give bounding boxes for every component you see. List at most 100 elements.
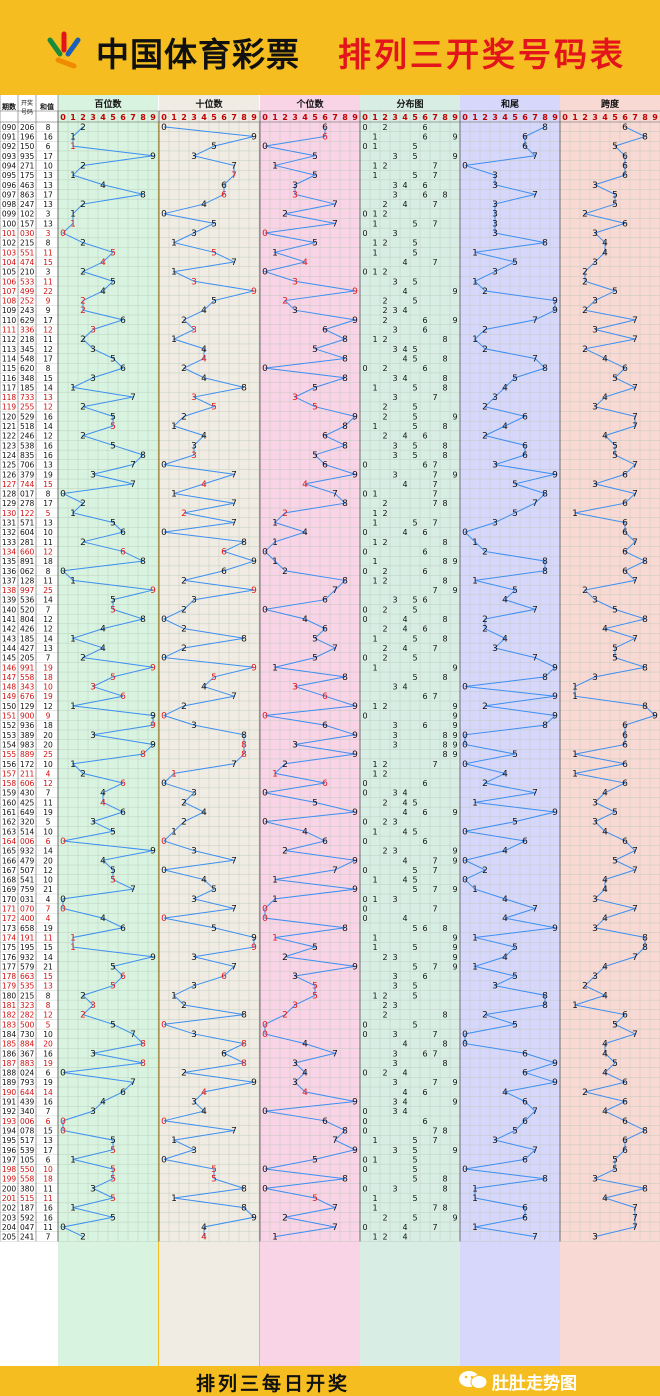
distribution-digit: 1 [372,335,377,344]
trend-digit-sum-tail: 1 [472,1223,478,1233]
number-cell: 172 [20,760,35,769]
trend-digit-sum-tail: 0 [462,856,468,866]
sum-cell: 6 [46,837,51,846]
distribution-digit: 0 [362,1030,367,1039]
sum-cell: 14 [43,634,53,643]
distribution-digit: 4 [402,258,407,267]
distribution-digit: 9 [452,885,457,894]
period-cell: 167 [2,866,17,875]
trend-digit-span: 8 [642,1126,648,1136]
trend-digit-sum-tail: 1 [472,962,478,972]
trend-digit-units: 0 [262,605,268,615]
sum-header: 和值 [39,102,54,111]
sum-cell: 14 [43,1088,53,1097]
trend-digit-hundreds: 0 [60,837,66,847]
distribution-digit: 9 [452,712,457,721]
distribution-digit: 4 [402,287,407,296]
digit-header: 8 [442,113,448,122]
number-cell: 247 [20,200,35,209]
trend-digit-tens: 9 [251,1078,257,1088]
trend-digit-sum-tail: 2 [482,615,488,625]
trend-digit-sum-tail: 0 [462,1165,468,1175]
digit-header: 5 [110,113,116,122]
trend-digit-units: 2 [282,567,288,577]
sum-cell: 12 [43,702,53,711]
trend-digit-units: 3 [292,306,298,316]
trend-digit-tens: 2 [181,702,187,712]
sum-cell: 19 [43,808,53,817]
period-cell: 182 [2,1011,17,1020]
trend-digit-units: 3 [292,277,298,287]
trend-digit-units: 1 [272,161,278,171]
distribution-digit: 7 [432,1204,437,1213]
trend-digit-units: 8 [342,924,348,934]
trend-digit-sum-tail: 6 [522,1049,528,1059]
trend-digit-hundreds: 2 [80,538,86,548]
trend-digit-units: 7 [332,1223,338,1233]
trend-digit-hundreds: 1 [70,634,76,644]
trend-digit-hundreds: 4 [100,914,106,924]
trend-digit-units: 2 [282,297,288,307]
number-cell: 348 [20,374,35,383]
sum-cell: 8 [46,1001,51,1010]
trend-digit-hundreds: 2 [80,403,86,413]
sum-cell: 13 [43,644,53,653]
trend-digit-units: 7 [332,200,338,210]
sum-cell: 7 [46,789,51,798]
trend-digit-tens: 4 [201,306,207,316]
sum-cell: 16 [43,1098,53,1107]
number-cell: 889 [20,750,35,759]
digit-header: 2 [582,113,588,122]
trend-digit-span: 5 [612,1155,618,1165]
trend-digit-span: 8 [642,557,648,567]
sum-cell: 16 [43,1213,53,1222]
distribution-digit: 6 [422,596,427,605]
digit-header: 0 [362,113,368,122]
trend-digit-tens: 7 [231,470,237,480]
trend-digit-hundreds: 2 [80,200,86,210]
trend-digit-units: 5 [312,345,318,355]
trend-digit-sum-tail: 1 [472,933,478,943]
trend-digit-tens: 4 [201,432,207,442]
trend-digit-tens: 2 [181,798,187,808]
sum-cell: 3 [46,229,51,238]
lottery-logo-icon [47,31,81,69]
trend-digit-tens: 5 [211,219,217,229]
trend-digit-span: 7 [632,866,638,876]
distribution-digit: 7 [432,1223,437,1232]
distribution-digit: 5 [412,885,417,894]
distribution-digit: 6 [422,924,427,933]
trend-digit-hundreds: 5 [110,962,116,972]
digit-header: 9 [150,113,156,122]
sum-cell: 17 [43,316,53,325]
trend-digit-units: 3 [292,190,298,200]
number-cell: 246 [20,432,35,441]
trend-digit-span: 5 [612,1059,618,1069]
trend-digit-hundreds: 5 [110,827,116,837]
trend-digit-tens: 3 [191,982,197,992]
trend-digit-sum-tail: 8 [542,490,548,500]
period-cell: 187 [2,1059,17,1068]
distribution-digit: 0 [362,547,367,556]
trend-digit-hundreds: 3 [90,1107,96,1117]
distribution-digit: 3 [392,895,397,904]
period-cell: 137 [2,576,17,585]
period-cell: 118 [2,393,17,402]
distribution-digit: 3 [392,740,397,749]
distribution-digit: 1 [372,490,377,499]
trend-digit-hundreds: 2 [80,306,86,316]
digit-header: 2 [181,113,187,122]
distribution-digit: 3 [392,1049,397,1058]
trend-digit-units: 6 [322,625,328,635]
sum-cell: 16 [43,133,53,142]
distribution-digit: 2 [382,605,387,614]
digit-header: 3 [392,113,398,122]
trend-digit-units: 8 [342,374,348,384]
distribution-digit: 5 [412,1155,417,1164]
trend-digit-sum-tail: 2 [482,547,488,557]
trend-digit-units: 6 [322,721,328,731]
trend-digit-units: 9 [352,702,358,712]
trend-digit-span: 4 [602,432,608,442]
sum-cell: 4 [46,914,51,923]
period-cell: 151 [2,712,17,721]
